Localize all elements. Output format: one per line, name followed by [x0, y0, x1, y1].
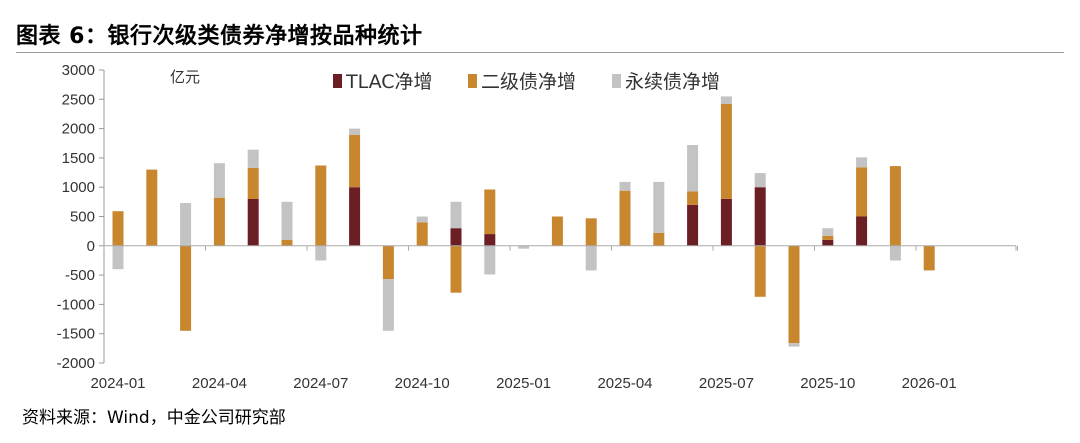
bar-segment [754, 173, 766, 188]
x-tick-label: 2024-10 [395, 375, 450, 392]
bar-segment [788, 245, 800, 344]
legend-swatch [333, 74, 342, 88]
y-unit-label: 亿元 [170, 68, 200, 86]
bar-segment [146, 169, 158, 246]
bar-segment [720, 96, 732, 104]
source-note: 资料来源：Wind，中金公司研究部 [22, 408, 286, 428]
bar-segment [349, 187, 361, 246]
y-tick-label: -1000 [57, 296, 95, 313]
bar-segment [856, 216, 868, 246]
y-tick-label: 2000 [62, 121, 95, 138]
x-tick-label: 2025-07 [699, 375, 754, 392]
bar-segment [180, 203, 192, 246]
bar-segment [484, 234, 496, 246]
bar-segment [653, 232, 665, 246]
bar-segment [281, 239, 293, 246]
x-tick-label: 2024-01 [90, 375, 145, 392]
y-tick-label: 0 [87, 238, 95, 255]
bar-segment [213, 197, 225, 246]
x-tick-label: 2024-04 [192, 375, 247, 392]
bar-segment [382, 245, 394, 280]
bar-segment [518, 245, 530, 249]
bar-segment [180, 245, 192, 331]
bar-segment [856, 167, 868, 217]
bar-segment [822, 228, 834, 236]
bar-segment [653, 181, 665, 233]
y-tick-label: -500 [65, 267, 95, 284]
bar-segment [754, 245, 766, 297]
y-tick-label: -1500 [57, 326, 95, 343]
x-tick-label: 2025-10 [800, 375, 855, 392]
bar-segment [551, 216, 563, 246]
bar-segment [720, 198, 732, 246]
bar-segment [450, 228, 462, 246]
bar-segment [619, 190, 631, 246]
bar-segment [822, 239, 834, 246]
x-tick-label: 2025-01 [496, 375, 551, 392]
y-tick-label: 3000 [62, 62, 95, 79]
title-divider [16, 52, 1064, 53]
bar-segment [450, 245, 462, 293]
x-tick-label: 2024-07 [293, 375, 348, 392]
bar-segment [585, 245, 597, 271]
bar-segment [822, 235, 834, 240]
bar-segment [923, 245, 935, 271]
bar-segment [687, 191, 699, 205]
y-tick-label: 1000 [62, 179, 95, 196]
bar-segment [247, 167, 259, 199]
bar-segment [112, 245, 124, 270]
bar-segment [247, 149, 259, 168]
bar-segment [382, 279, 394, 331]
bar-segment [349, 128, 361, 135]
x-tick-label: 2025-04 [597, 375, 652, 392]
bar-segment [450, 201, 462, 229]
bar-chart: 3000 2500 2000 1500 1000 500 0 -500 -1000 -1500 -2… [0, 56, 1080, 396]
y-tick-label: -2000 [57, 355, 95, 372]
y-tick-label: 1500 [62, 150, 95, 167]
bar-segment [585, 218, 597, 246]
bar-segment [687, 145, 699, 192]
bar-segment [484, 245, 496, 275]
legend-swatch [612, 74, 621, 88]
bar-segment [213, 163, 225, 198]
bar-segment [788, 343, 800, 347]
bar-segment [856, 157, 868, 168]
x-tick-label: 2026-01 [902, 375, 957, 392]
bar-segment [416, 216, 428, 223]
legend-label: 永续债净增 [625, 71, 720, 93]
chart-svg: 3000 2500 2000 1500 1000 500 0 -500 -1000 -1500 -2… [57, 62, 1018, 392]
bar-segment [112, 211, 124, 246]
bar-segment [720, 104, 732, 199]
legend-label: TLAC净增 [345, 71, 433, 93]
bar-segment [416, 222, 428, 246]
bar-segment [315, 245, 327, 261]
bar-segment [247, 198, 259, 246]
y-tick-label: 500 [70, 209, 95, 226]
bar-segment [484, 189, 496, 234]
y-tick-label: 2500 [62, 91, 95, 108]
bar-segment [349, 135, 361, 188]
bar-segment [315, 165, 327, 246]
page-title: 图表 6：银行次级类债券净增按品种统计 [16, 24, 423, 49]
bar-segment [687, 204, 699, 246]
bar-segment [619, 181, 631, 191]
bar-segment [889, 166, 901, 246]
bar-segment [889, 245, 901, 261]
bar-segment [754, 187, 766, 246]
bar-segment [281, 201, 293, 240]
legend-swatch [468, 74, 477, 88]
legend-label: 二级债净增 [481, 71, 576, 93]
